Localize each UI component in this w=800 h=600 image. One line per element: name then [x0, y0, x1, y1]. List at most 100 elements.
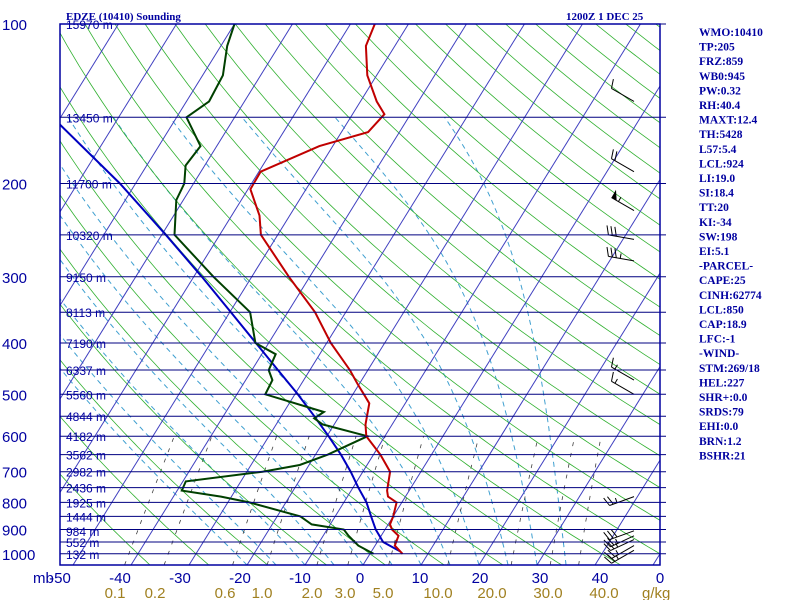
height-label: 6337 m: [66, 364, 106, 378]
wind-barb-flag: [614, 151, 618, 161]
isotherm-line: [246, 24, 583, 565]
mixing-ratio-unit-label: g/kg: [642, 585, 670, 600]
isotherm-line: [420, 178, 660, 565]
sounding-index-item: LCL:850: [699, 304, 744, 316]
sounding-index-item: MAXT:12.4: [699, 115, 757, 127]
mixing-ratio-tick-label: 10.0: [423, 585, 452, 600]
wind-barb-flag: [604, 556, 612, 564]
wind-barb-staff: [610, 539, 635, 551]
wind-barb-flag: [610, 529, 618, 538]
isotherm-line: [130, 24, 467, 565]
isotherm-line: [72, 24, 409, 565]
pressure-tick-label: 200: [2, 176, 27, 193]
temperature-tick-label: 0: [356, 570, 364, 587]
sounding-index-item: CAP:18.9: [699, 319, 747, 331]
isotherm-line: [60, 24, 235, 307]
sounding-index-item: L57:5.4: [699, 144, 737, 156]
dry-adiabat: [60, 359, 268, 565]
height-label: 1444 m: [66, 510, 106, 524]
wind-barb-flag: [603, 539, 611, 548]
wind-barb-staff: [611, 549, 635, 564]
isotherm-line: [304, 24, 641, 565]
dewpoint-trace: [173, 24, 374, 555]
sounding-index-item: SI:18.4: [699, 188, 734, 200]
sounding-index-item: TT:20: [699, 202, 729, 214]
dry-adiabat: [355, 24, 660, 280]
pressure-tick-label: 500: [2, 387, 27, 404]
temperature-tick-label: -30: [169, 570, 191, 587]
wind-barb-half-flag: [619, 253, 622, 259]
wind-barb-flag: [610, 357, 614, 368]
height-label: 8113 m: [66, 306, 105, 320]
wind-barb-flag: [610, 79, 614, 89]
pressure-tick-label: 700: [2, 465, 27, 482]
sounding-index-item: BSHR:21: [699, 450, 746, 462]
isotherm-line: [478, 272, 660, 565]
pressure-tick-label: 1000: [2, 547, 35, 564]
height-label: 7190 m: [66, 337, 106, 351]
mixing-ratio-line: [232, 436, 277, 565]
temperature-tick-label: 0: [656, 570, 664, 587]
wind-barb-staff: [608, 234, 635, 240]
dry-adiabat: [325, 24, 660, 308]
wind-barb-flag: [607, 541, 615, 550]
dry-adiabat: [204, 24, 660, 426]
mixing-ratio-line: [447, 436, 480, 565]
wind-barb-staff: [608, 255, 635, 262]
plot-area: [60, 24, 660, 565]
wind-barb: [610, 371, 635, 395]
sounding-index-item: WMO:10410: [699, 27, 763, 39]
wind-barb-staff: [609, 530, 635, 541]
pressure-tick-label: 900: [2, 523, 27, 540]
pressure-unit-label: mb: [33, 570, 54, 587]
sounding-index-item: TP:205: [699, 42, 735, 54]
temperature-tick-label: 20: [472, 570, 489, 587]
wind-barb-staff: [609, 496, 635, 506]
sounding-index-item: PW:0.32: [699, 85, 741, 97]
wind-barb-half-flag: [617, 196, 622, 202]
dry-adiabat: [264, 24, 660, 366]
sounding-index-item: CINH:62774: [699, 290, 762, 302]
dry-adiabat: [174, 24, 660, 457]
wind-barb-flag: [607, 530, 614, 539]
isotherm-line: [60, 24, 61, 26]
mixing-ratio-line: [266, 436, 310, 565]
mixing-ratio-tick-label: 1.0: [252, 585, 273, 600]
mixing-ratio-line: [316, 436, 357, 565]
wind-barb-half-flag: [614, 364, 618, 370]
wind-barb-flag: [603, 531, 610, 541]
sounding-index-item: CAPE:25: [699, 275, 746, 287]
dry-adiabat: [60, 415, 210, 565]
mixing-ratio-tick-label: 0.6: [215, 585, 236, 600]
mixing-ratio-line: [388, 436, 424, 565]
mixing-ratio-tick-label: 2.0: [302, 585, 323, 600]
mixing-ratio-line: [510, 436, 539, 565]
wind-barb: [606, 225, 635, 240]
sounding-index-item: LFC:-1: [699, 334, 736, 346]
wind-barb: [603, 539, 635, 551]
plot-frame: [59, 23, 661, 566]
wind-barb-flag: [610, 149, 614, 159]
wind-barb: [610, 79, 635, 102]
sounding-index-item: EHI:0.0: [699, 421, 739, 433]
sounding-index-item: FRZ:859: [699, 56, 743, 68]
isotherm-line: [60, 24, 119, 120]
sounding-index-item: TH:5428: [699, 129, 743, 141]
isotherm-line: [594, 459, 660, 565]
sounding-index-item: WB0:945: [699, 71, 745, 83]
wind-barb-flag: [606, 225, 609, 235]
dry-adiabat: [114, 24, 660, 521]
height-label: 984 m: [66, 525, 99, 539]
sounding-index-item: STM:269/18: [699, 363, 760, 375]
height-label: 3562 m: [66, 449, 106, 463]
wind-barb-flag: [603, 497, 610, 506]
sounding-index-item: -WIND-: [699, 348, 739, 360]
pressure-tick-label: 400: [2, 336, 27, 353]
dry-adiabat: [84, 24, 660, 555]
isotherm-line: [60, 24, 177, 213]
pressure-tick-label: 800: [2, 495, 27, 512]
wind-barb: [603, 529, 635, 541]
wind-barb-staff: [611, 158, 635, 173]
height-label: 552 m: [66, 536, 99, 550]
mixing-ratio-tick-label: 0.2: [145, 585, 166, 600]
